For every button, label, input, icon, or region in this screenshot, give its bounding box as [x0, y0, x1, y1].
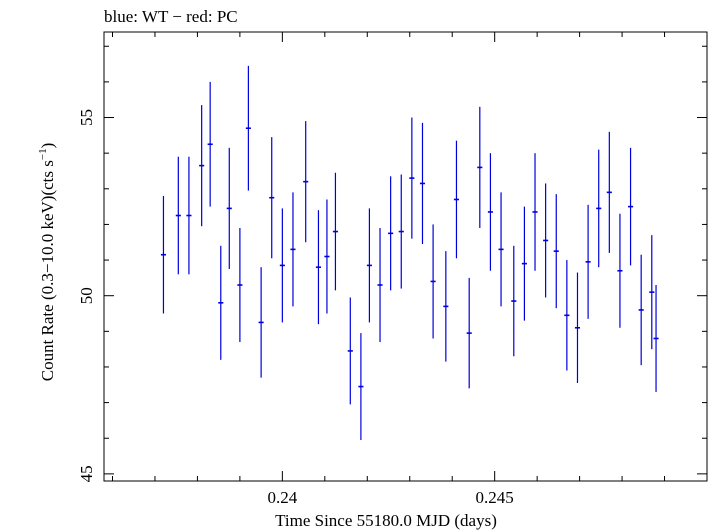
data-point: [388, 176, 394, 291]
data-point: [237, 227, 243, 343]
data-point: [419, 122, 426, 245]
x-axis-label: Time Since 55180.0 MJD (days): [275, 511, 497, 530]
data-point: [366, 208, 372, 323]
data-point: [466, 277, 472, 389]
data-point: [324, 199, 330, 314]
data-point: [553, 194, 559, 309]
data-point: [279, 208, 285, 323]
data-point: [649, 235, 655, 350]
data-point: [398, 174, 404, 289]
y-axis-label-main: Count Rate (0.3−10.0 keV)(cts s: [38, 160, 57, 381]
data-point: [269, 137, 275, 259]
data-point: [303, 121, 309, 243]
data-point: [585, 204, 591, 319]
data-point: [160, 195, 166, 314]
data-point: [617, 213, 623, 328]
x-tick-label: 0.24: [267, 488, 297, 507]
data-point: [377, 227, 383, 343]
data-point: [574, 272, 581, 384]
data-point: [606, 131, 612, 253]
data-point: [218, 245, 224, 360]
data-point: [638, 254, 644, 366]
data-point: [521, 206, 527, 321]
data-point: [358, 333, 364, 441]
data-point: [453, 140, 460, 259]
x-tick-label: 0.245: [476, 488, 514, 507]
data-point: [175, 156, 181, 275]
data-point: [332, 172, 338, 291]
data-point: [596, 149, 602, 268]
y-tick-label: 50: [77, 287, 96, 304]
data-point: [498, 192, 504, 307]
data-point: [347, 297, 353, 405]
data-point: [315, 210, 321, 325]
data-point: [543, 183, 549, 298]
y-axis-label: Count Rate (0.3−10.0 keV)(cts s−1): [37, 143, 57, 382]
data-points: [160, 65, 659, 441]
data-point: [207, 81, 213, 207]
data-point: [511, 245, 517, 357]
data-point: [653, 285, 659, 392]
data-point: [628, 147, 634, 266]
data-point: [258, 267, 264, 378]
y-axis-label-end: ): [38, 143, 57, 149]
data-point: [245, 65, 251, 191]
y-tick-label: 55: [77, 109, 96, 126]
data-point: [477, 106, 483, 228]
data-point: [430, 224, 436, 339]
y-axis-label-superscript: −1: [37, 148, 49, 160]
axes: 45 50 55 0.24 0.245: [77, 32, 708, 507]
data-point: [564, 260, 570, 371]
data-point: [199, 105, 205, 227]
data-point: [532, 153, 538, 271]
data-point: [409, 117, 415, 239]
data-point: [443, 251, 449, 362]
data-point: [487, 153, 493, 271]
chart-title: blue: WT − red: PC: [104, 7, 238, 26]
data-point: [226, 147, 232, 269]
data-point: [290, 192, 296, 307]
y-tick-label: 45: [77, 465, 96, 482]
plot-frame: [103, 31, 708, 482]
data-point: [186, 156, 192, 275]
